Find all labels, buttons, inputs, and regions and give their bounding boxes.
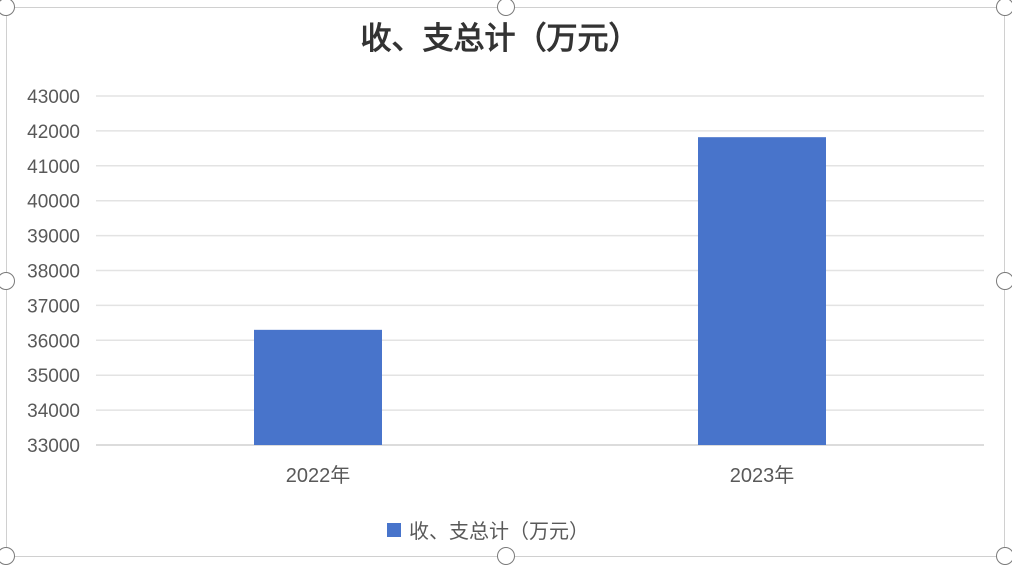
legend-label: 收、支总计（万元） (409, 520, 589, 543)
x-tick-label: 2023年 (730, 464, 795, 487)
y-tick-label: 40000 (27, 192, 80, 213)
resize-handle-left[interactable] (0, 272, 15, 290)
y-tick-label: 34000 (27, 401, 80, 422)
legend: 收、支总计（万元） (387, 520, 589, 543)
resize-handle-top-left[interactable] (0, 0, 15, 16)
resize-handle-top[interactable] (497, 0, 515, 16)
x-tick-label: 2022年 (286, 464, 351, 487)
y-tick-label: 33000 (27, 436, 80, 457)
resize-handle-bottom[interactable] (497, 547, 515, 565)
chart-title: 收、支总计（万元） (361, 21, 640, 57)
y-tick-label: 41000 (27, 157, 80, 178)
legend-swatch (387, 523, 401, 537)
y-tick-label: 43000 (27, 87, 80, 108)
y-tick-label: 42000 (27, 122, 80, 143)
y-tick-label: 35000 (27, 366, 80, 387)
y-tick-label: 39000 (27, 227, 80, 248)
bar-2023年 (698, 137, 826, 445)
resize-handle-top-right[interactable] (996, 0, 1012, 16)
resize-handle-bottom-right[interactable] (996, 547, 1012, 565)
resize-handle-right[interactable] (996, 272, 1012, 290)
y-tick-label: 36000 (27, 331, 80, 352)
y-tick-label: 38000 (27, 262, 80, 283)
bar-2022年 (254, 329, 382, 445)
y-tick-label: 37000 (27, 296, 80, 317)
